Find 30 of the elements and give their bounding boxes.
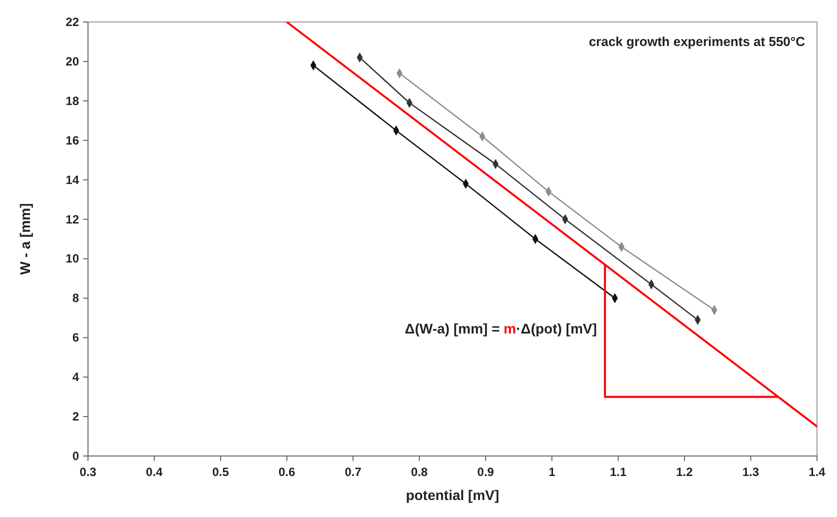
x-tick-label: 0.4 — [146, 465, 163, 479]
y-tick-label: 4 — [72, 370, 80, 384]
x-tick-label: 1.1 — [610, 465, 627, 479]
x-tick-label: 0.7 — [344, 465, 362, 479]
y-tick-label: 22 — [66, 15, 80, 29]
y-tick-label: 8 — [72, 291, 80, 306]
y-tick-label: 0 — [72, 449, 80, 463]
annotation: crack growth experiments at 550°C — [588, 34, 806, 49]
x-axis-title: potential [mV] — [406, 487, 500, 503]
x-tick-label: 1.3 — [742, 465, 760, 479]
x-tick-label: 1 — [548, 465, 556, 479]
x-tick-label: 0.3 — [80, 465, 97, 479]
y-tick-label: 12 — [66, 212, 80, 226]
annotation: ·Δ(pot) [mV] — [516, 320, 597, 337]
y-tick-label: 16 — [66, 133, 80, 148]
x-tick-label: 1.2 — [676, 465, 694, 479]
x-tick-label: 1.4 — [808, 465, 826, 479]
y-tick-label: 6 — [72, 330, 80, 345]
x-tick-label: 0.5 — [212, 465, 230, 479]
x-tick-label: 0.9 — [477, 465, 494, 479]
x-tick-label: 0.6 — [278, 465, 296, 479]
y-tick-label: 18 — [66, 94, 80, 108]
y-tick-label: 2 — [72, 410, 80, 424]
y-tick-label: 10 — [66, 252, 80, 266]
annotation: m — [504, 320, 516, 337]
y-tick-label: 14 — [66, 172, 80, 187]
annotation: Δ(W-a) [mm] = — [404, 320, 504, 337]
y-tick-label: 20 — [66, 54, 80, 68]
x-tick-label: 0.8 — [411, 465, 428, 479]
y-axis-title: W - a [mm] — [17, 203, 33, 275]
